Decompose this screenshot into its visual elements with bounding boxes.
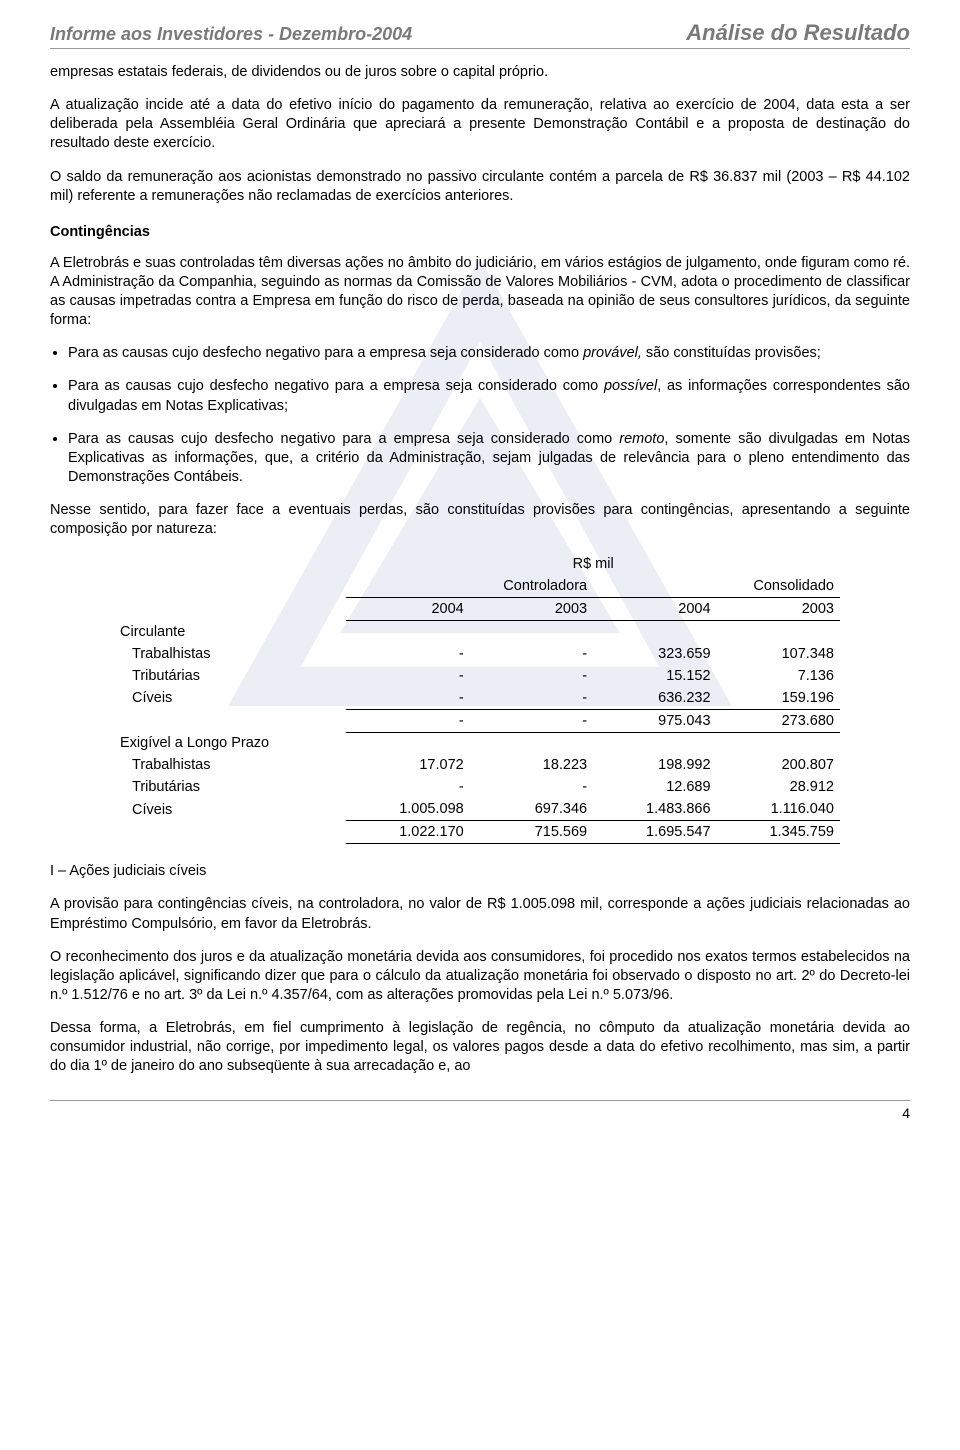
col-year: 2003 (470, 598, 593, 621)
cell: 1.022.170 (346, 821, 469, 844)
paragraph: A atualização incide até a data do efeti… (50, 96, 910, 153)
cell: - (470, 709, 593, 732)
header-left: Informe aos Investidores - Dezembro-2004 (50, 24, 412, 45)
section-title: Contingências (50, 224, 910, 240)
cell: 697.346 (470, 798, 593, 821)
cell: 715.569 (470, 821, 593, 844)
cell: Trabalhistas (120, 754, 346, 776)
cell: Cíveis (120, 798, 346, 821)
cell: 7.136 (717, 665, 840, 687)
cell: 18.223 (470, 754, 593, 776)
cell: Tributárias (120, 665, 346, 687)
col-group: Consolidado (593, 575, 840, 598)
paragraph: A Eletrobrás e suas controladas têm dive… (50, 254, 910, 331)
col-group: Controladora (346, 575, 593, 598)
table-row: Tributárias - - 15.152 7.136 (120, 665, 840, 687)
cell: - (470, 643, 593, 665)
paragraph: Nesse sentido, para fazer face a eventua… (50, 501, 910, 539)
paragraph: A provisão para contingências cíveis, na… (50, 895, 910, 933)
cell: Trabalhistas (120, 643, 346, 665)
table-unit: R$ mil (346, 553, 840, 575)
table-row: Cíveis 1.005.098 697.346 1.483.866 1.116… (120, 798, 840, 821)
cell: 28.912 (717, 776, 840, 798)
cell: - (470, 776, 593, 798)
cell: 1.116.040 (717, 798, 840, 821)
cell: 1.483.866 (593, 798, 716, 821)
cell: - (346, 687, 469, 710)
page-number: 4 (902, 1105, 910, 1121)
text: Para as causas cujo desfecho negativo pa… (68, 345, 583, 361)
header-right: Análise do Resultado (686, 20, 910, 46)
paragraph: Dessa forma, a Eletrobrás, em fiel cumpr… (50, 1019, 910, 1076)
table-row: Cíveis - - 636.232 159.196 (120, 687, 840, 710)
cell: 636.232 (593, 687, 716, 710)
table-row: Trabalhistas 17.072 18.223 198.992 200.8… (120, 754, 840, 776)
cell: - (346, 643, 469, 665)
text: são constituídas provisões; (642, 345, 821, 361)
cell: 1.345.759 (717, 821, 840, 844)
cell: 198.992 (593, 754, 716, 776)
list-item: Para as causas cujo desfecho negativo pa… (68, 377, 910, 415)
list-item: Para as causas cujo desfecho negativo pa… (68, 344, 910, 363)
cell: 273.680 (717, 709, 840, 732)
cell: 15.152 (593, 665, 716, 687)
row-section: Exigível a Longo Prazo (120, 732, 346, 754)
cell: 323.659 (593, 643, 716, 665)
section-title: I – Ações judiciais cíveis (50, 862, 910, 881)
list-item: Para as causas cujo desfecho negativo pa… (68, 430, 910, 487)
cell: Tributárias (120, 776, 346, 798)
cell: 159.196 (717, 687, 840, 710)
table-subtotal: 1.022.170 715.569 1.695.547 1.345.759 (120, 821, 840, 844)
page-header: Informe aos Investidores - Dezembro-2004… (50, 20, 910, 49)
cell: - (346, 665, 469, 687)
cell: 1.695.547 (593, 821, 716, 844)
cell: Cíveis (120, 687, 346, 710)
page-footer: 4 (50, 1100, 910, 1121)
table-subtotal: - - 975.043 273.680 (120, 709, 840, 732)
col-year: 2004 (593, 598, 716, 621)
bullet-list: Para as causas cujo desfecho negativo pa… (50, 344, 910, 487)
cell: - (470, 687, 593, 710)
table-row: Trabalhistas - - 323.659 107.348 (120, 643, 840, 665)
text: Para as causas cujo desfecho negativo pa… (68, 431, 619, 447)
cell: - (470, 665, 593, 687)
cell: 107.348 (717, 643, 840, 665)
row-section: Circulante (120, 621, 346, 643)
cell: 12.689 (593, 776, 716, 798)
text-italic: possível (604, 378, 657, 394)
paragraph: empresas estatais federais, de dividendo… (50, 63, 910, 82)
paragraph: O reconhecimento dos juros e da atualiza… (50, 948, 910, 1005)
cell: - (346, 776, 469, 798)
cell: 1.005.098 (346, 798, 469, 821)
cell: 975.043 (593, 709, 716, 732)
text-italic: provável, (583, 345, 642, 361)
paragraph: O saldo da remuneração aos acionistas de… (50, 168, 910, 206)
text: Para as causas cujo desfecho negativo pa… (68, 378, 604, 394)
table-row: Tributárias - - 12.689 28.912 (120, 776, 840, 798)
cell: 200.807 (717, 754, 840, 776)
contingencies-table: R$ mil Controladora Consolidado 2004 200… (120, 553, 840, 844)
cell: - (346, 709, 469, 732)
text-italic: remoto (619, 431, 664, 447)
col-year: 2004 (346, 598, 469, 621)
cell: 17.072 (346, 754, 469, 776)
col-year: 2003 (717, 598, 840, 621)
